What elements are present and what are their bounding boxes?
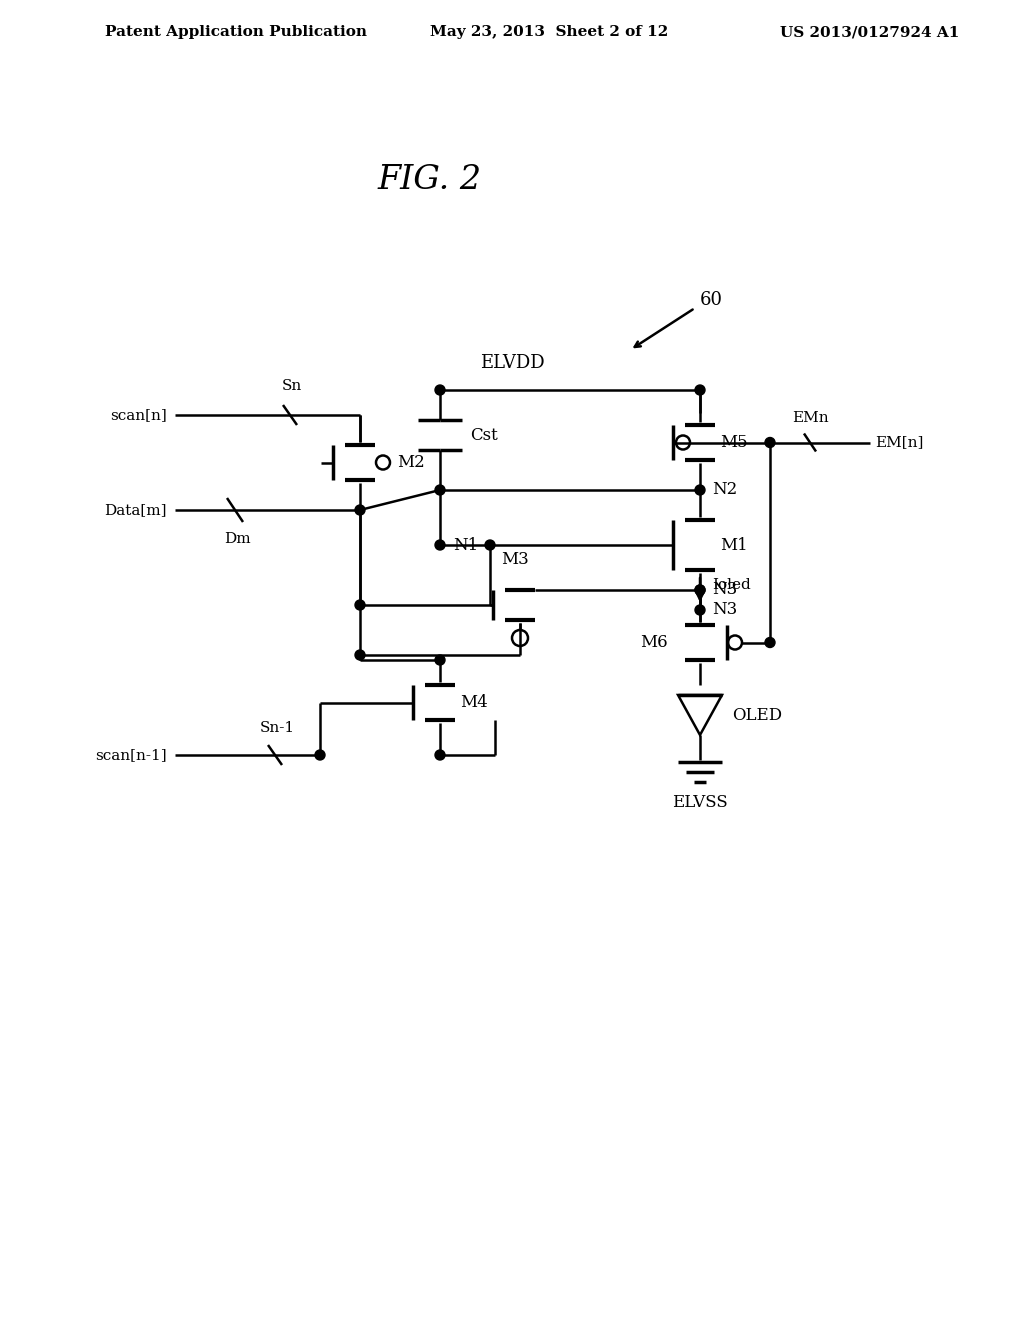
Text: EM[n]: EM[n] xyxy=(874,436,924,450)
Circle shape xyxy=(355,601,365,610)
Circle shape xyxy=(695,585,705,595)
Text: M5: M5 xyxy=(720,434,748,451)
Text: May 23, 2013  Sheet 2 of 12: May 23, 2013 Sheet 2 of 12 xyxy=(430,25,669,40)
Circle shape xyxy=(435,750,445,760)
Circle shape xyxy=(435,540,445,550)
Text: M1: M1 xyxy=(720,536,748,553)
Text: scan[n-1]: scan[n-1] xyxy=(95,748,167,762)
Circle shape xyxy=(355,649,365,660)
Text: OLED: OLED xyxy=(732,706,782,723)
Text: US 2013/0127924 A1: US 2013/0127924 A1 xyxy=(780,25,959,40)
Text: M4: M4 xyxy=(460,694,487,711)
Text: Dm: Dm xyxy=(223,532,250,546)
Text: Sn: Sn xyxy=(282,379,302,393)
Circle shape xyxy=(695,484,705,495)
Text: M6: M6 xyxy=(640,634,668,651)
Text: Ioled: Ioled xyxy=(712,578,751,591)
Text: N3: N3 xyxy=(712,582,737,598)
Text: N1: N1 xyxy=(453,536,478,553)
Circle shape xyxy=(485,540,495,550)
Circle shape xyxy=(695,605,705,615)
Text: FIG. 2: FIG. 2 xyxy=(378,164,482,195)
Circle shape xyxy=(695,585,705,595)
Circle shape xyxy=(435,655,445,665)
Circle shape xyxy=(765,437,775,447)
Circle shape xyxy=(765,638,775,648)
Text: M3: M3 xyxy=(501,550,528,568)
Text: Sn-1: Sn-1 xyxy=(259,721,295,735)
Text: ELVSS: ELVSS xyxy=(672,795,728,810)
Text: EMn: EMn xyxy=(792,411,828,425)
Circle shape xyxy=(695,385,705,395)
Text: M2: M2 xyxy=(397,454,425,471)
Text: Patent Application Publication: Patent Application Publication xyxy=(105,25,367,40)
Circle shape xyxy=(355,506,365,515)
Text: N3: N3 xyxy=(712,602,737,619)
Circle shape xyxy=(315,750,325,760)
Circle shape xyxy=(435,484,445,495)
Text: N2: N2 xyxy=(712,482,737,499)
Text: 60: 60 xyxy=(700,290,723,309)
Text: Data[m]: Data[m] xyxy=(104,503,167,517)
Text: ELVDD: ELVDD xyxy=(479,354,545,372)
Circle shape xyxy=(435,385,445,395)
Text: Cst: Cst xyxy=(470,426,498,444)
Text: scan[n]: scan[n] xyxy=(111,408,167,422)
